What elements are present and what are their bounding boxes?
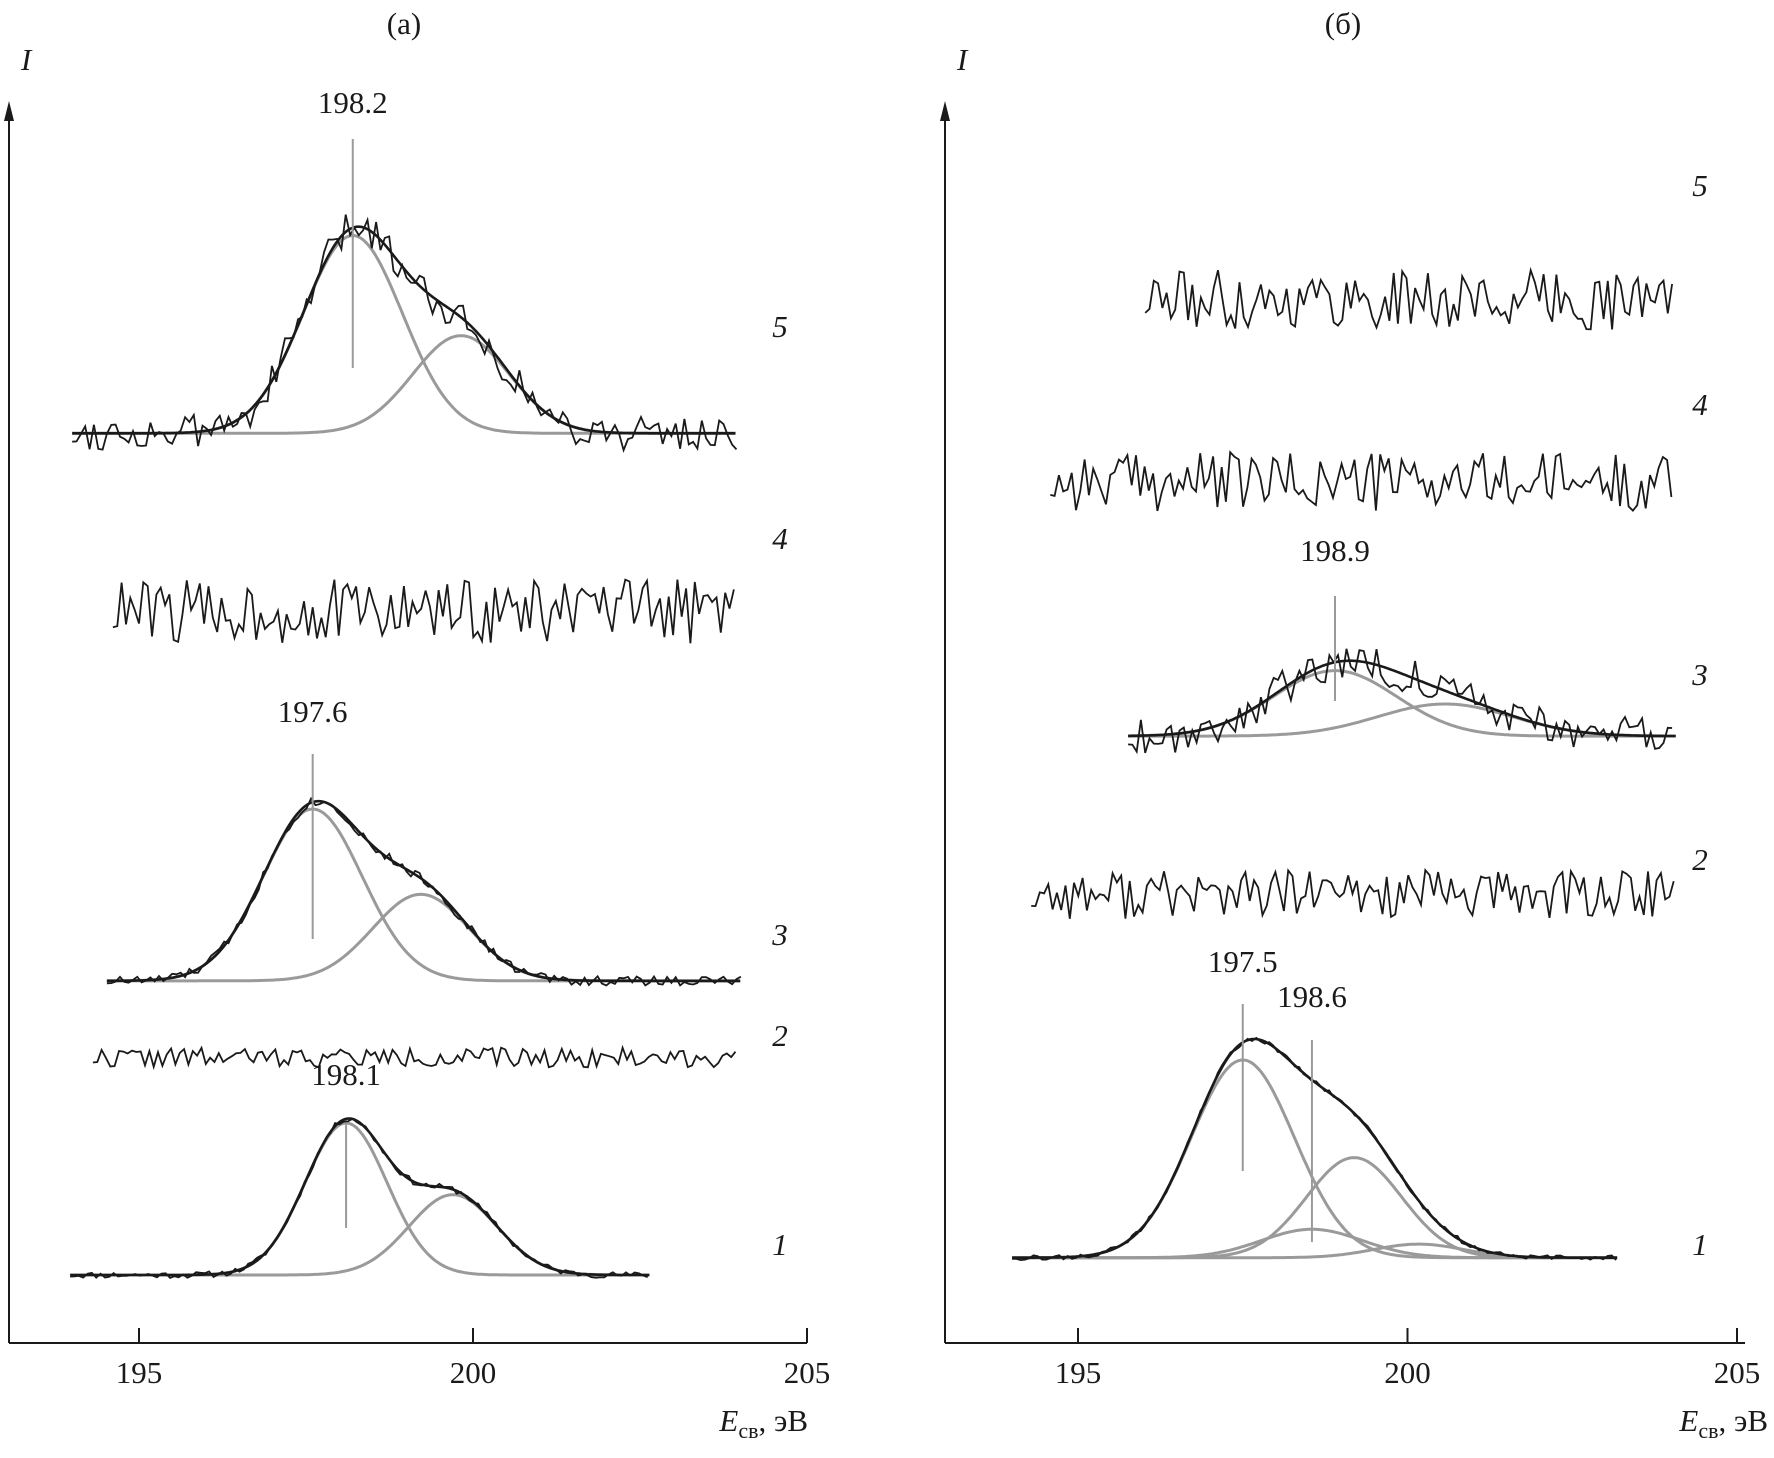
fit-envelope-line: [106, 799, 741, 983]
spectrum-number-label: 1: [772, 1227, 788, 1262]
x-tick-label: 205: [784, 1355, 831, 1390]
raw-spectrum-line: [72, 214, 738, 454]
spectrum-number-label: 3: [771, 917, 788, 952]
x-axis-label-unit: , эВ: [1719, 1403, 1768, 1438]
x-axis-label-subscript: св: [738, 1418, 758, 1443]
x-tick-label: 205: [1714, 1355, 1761, 1390]
spectrum-2: 2: [92, 1018, 788, 1071]
spectrum-number-label: 4: [1692, 387, 1708, 422]
raw-spectrum-line: [106, 796, 742, 987]
fit-component-1: [70, 1121, 650, 1277]
spectrum-1: 198.11: [70, 1057, 788, 1279]
panel-title: (а): [387, 6, 421, 41]
peak-position-label: 198.2: [318, 85, 388, 120]
raw-spectrum-line: [1012, 1036, 1617, 1262]
x-tick-label: 200: [1384, 1355, 1431, 1390]
spectrum-3: 198.93: [1128, 533, 1708, 755]
peak-position-label: 198.9: [1300, 533, 1370, 568]
y-axis-arrow-icon: [940, 101, 950, 121]
fit-component-1: [72, 233, 736, 435]
x-tick-label: 195: [116, 1355, 163, 1390]
spectrum-number-label: 2: [1692, 842, 1708, 877]
x-tick-label: 200: [450, 1355, 497, 1390]
spectrum-3: 197.63: [106, 694, 788, 987]
peak-position-label: 198.6: [1277, 979, 1347, 1014]
spectrum-number-label: 1: [1692, 1227, 1708, 1262]
x-axis-label-symbol: E: [1678, 1403, 1698, 1438]
spectrum-number-label: 5: [772, 309, 788, 344]
spectrum-number-label: 2: [772, 1018, 788, 1053]
x-tick-label: 195: [1055, 1355, 1102, 1390]
spectrum-4: 4: [1050, 387, 1708, 512]
raw-spectrum-line: [1144, 266, 1673, 331]
spectrum-number-label: 4: [772, 521, 788, 556]
fit-envelope-line: [1128, 659, 1676, 738]
raw-spectrum-line: [112, 577, 735, 645]
fit-envelope-line: [1012, 1037, 1618, 1259]
raw-spectrum-line: [1128, 648, 1673, 755]
panel-title: (б): [1325, 6, 1361, 41]
spectrum-5: 198.25: [72, 85, 788, 454]
raw-spectrum-line: [92, 1044, 737, 1071]
fit-envelope-line: [72, 225, 736, 435]
x-axis-label: Eсв, эВ: [1678, 1403, 1768, 1443]
spectrum-number-label: 5: [1692, 168, 1708, 203]
x-axis-label-unit: , эВ: [759, 1403, 808, 1438]
spectrum-number-label: 3: [1691, 657, 1708, 692]
peak-position-label: 197.6: [278, 694, 348, 729]
spectrum-4: 4: [112, 521, 788, 645]
spectrum-5: 5: [1144, 168, 1708, 331]
y-axis-arrow-icon: [4, 101, 14, 121]
x-axis-label-symbol: E: [718, 1403, 738, 1438]
raw-spectrum-line: [1050, 450, 1673, 512]
fit-component-3: [1012, 1156, 1618, 1260]
y-axis-label: I: [956, 42, 969, 77]
raw-spectrum-line: [1031, 867, 1675, 919]
x-axis-label-subscript: св: [1698, 1418, 1718, 1443]
fit-component-2: [1128, 702, 1676, 738]
fit-component-2: [72, 334, 736, 435]
x-axis-label: Eсв, эВ: [718, 1403, 808, 1443]
peak-position-label: 198.1: [311, 1057, 381, 1092]
y-axis-label: I: [20, 42, 33, 77]
spectrum-2: 2: [1031, 842, 1708, 919]
raw-spectrum-line: [70, 1117, 649, 1279]
fit-envelope-line: [70, 1117, 650, 1277]
fit-component-2: [70, 1193, 650, 1277]
peak-position-label: 197.5: [1208, 944, 1278, 979]
